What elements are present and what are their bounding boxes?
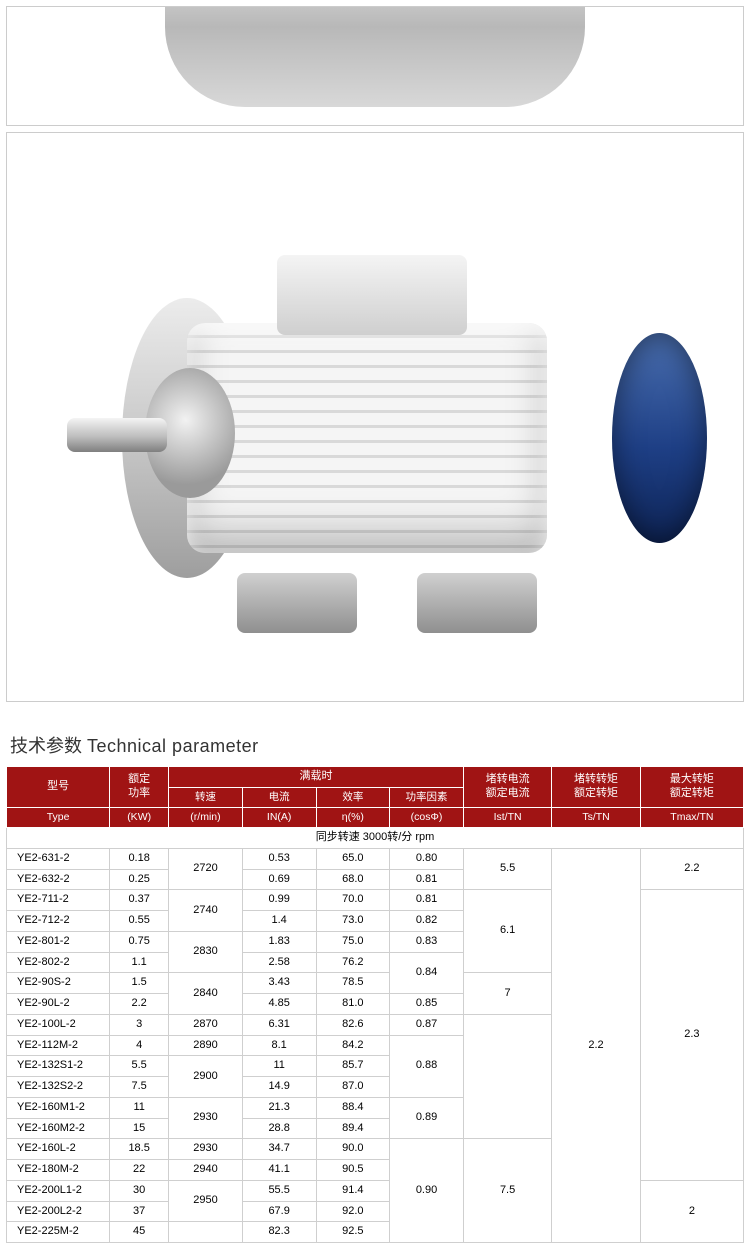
col-eff-zh: 效率 [316, 787, 390, 807]
col-ts-en: Ts/TN [552, 807, 640, 827]
col-tmax-zh: 最大转矩 额定转矩 [640, 767, 743, 808]
product-photo-main [6, 132, 744, 702]
col-eff-en: η(%) [316, 807, 390, 827]
col-tmax-en: Tmax/TN [640, 807, 743, 827]
section-title: 技术参数 Technical parameter [10, 732, 740, 758]
col-type-en: Type [7, 807, 110, 827]
col-type-zh: 型号 [7, 767, 110, 808]
col-current-zh: 电流 [242, 787, 316, 807]
col-ts-zh: 堵转转矩 额定转矩 [552, 767, 640, 808]
col-pf-en: (cosΦ) [390, 807, 464, 827]
col-power-zh: 额定 功率 [110, 767, 169, 808]
col-speed-zh: 转速 [169, 787, 243, 807]
spec-table: 型号 额定 功率 满载时 堵转电流 额定电流 堵转转矩 额定转矩 最大转矩 额定… [6, 766, 744, 1243]
spec-table-head: 型号 额定 功率 满载时 堵转电流 额定电流 堵转转矩 额定转矩 最大转矩 额定… [7, 767, 744, 828]
col-current-en: IN(A) [242, 807, 316, 827]
col-speed-en: (r/min) [169, 807, 243, 827]
sync-speed-row: 同步转速 3000转/分 rpm [7, 828, 744, 849]
product-photo-top [6, 6, 744, 126]
col-ist-zh: 堵转电流 额定电流 [463, 767, 551, 808]
col-power-en: (KW) [110, 807, 169, 827]
col-fullload: 满载时 [169, 767, 464, 788]
section-title-en: Technical parameter [87, 736, 259, 756]
col-ist-en: Ist/TN [463, 807, 551, 827]
col-pf-zh: 功率因素 [390, 787, 464, 807]
table-row: YE2-631-20.1827200.5365.00.805.52.22.2 [7, 848, 744, 869]
spec-table-body: 同步转速 3000转/分 rpm YE2-631-20.1827200.5365… [7, 828, 744, 1243]
section-title-zh: 技术参数 [10, 736, 82, 756]
